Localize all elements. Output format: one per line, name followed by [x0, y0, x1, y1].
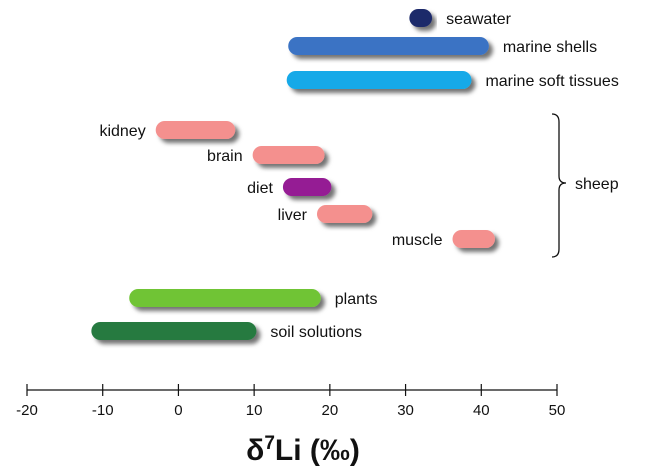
x-tick-label: -20: [16, 402, 38, 419]
range-label-diet: diet: [247, 180, 273, 197]
x-axis: -20 -10 0 10 20 30 40 50: [16, 384, 565, 419]
range-label-brain: brain: [207, 148, 243, 165]
range-label-muscle: muscle: [392, 232, 443, 249]
range-bar-kidney: [155, 121, 236, 139]
sheep-group-label: sheep: [575, 176, 619, 193]
range-bar-liver: [316, 205, 373, 223]
range-labels: seawater marine shells marine soft tissues…: [99, 11, 618, 341]
x-tick-label: 50: [549, 402, 566, 419]
range-bar-soil-solutions: [91, 322, 257, 340]
range-label-kidney: kidney: [99, 123, 145, 140]
range-label-soil-solutions: soil solutions: [270, 324, 362, 341]
x-tick-label: 40: [473, 402, 490, 419]
range-bar-diet: [282, 178, 332, 196]
range-bar-seawater: [409, 9, 433, 27]
x-tick-label: -10: [92, 402, 114, 419]
range-bars: [91, 9, 495, 340]
x-tick-label: 30: [397, 402, 414, 419]
range-label-plants: plants: [335, 291, 378, 308]
range-label-marine-soft-tissues: marine soft tissues: [485, 73, 618, 90]
range-bar-marine-soft-tissues: [286, 71, 472, 89]
range-bar-marine-shells: [288, 37, 489, 55]
range-label-liver: liver: [278, 207, 308, 224]
x-axis-title: δ7Li (‰): [246, 433, 360, 467]
range-label-seawater: seawater: [446, 11, 512, 28]
range-bar-plants: [129, 289, 321, 307]
range-label-marine-shells: marine shells: [503, 39, 597, 56]
x-tick-label: 20: [322, 402, 339, 419]
sheep-group-bracket: [551, 113, 567, 258]
range-bar-muscle: [452, 230, 495, 248]
x-tick-label: 0: [174, 402, 182, 419]
range-bar-brain: [252, 146, 325, 164]
x-tick-label: 10: [246, 402, 263, 419]
